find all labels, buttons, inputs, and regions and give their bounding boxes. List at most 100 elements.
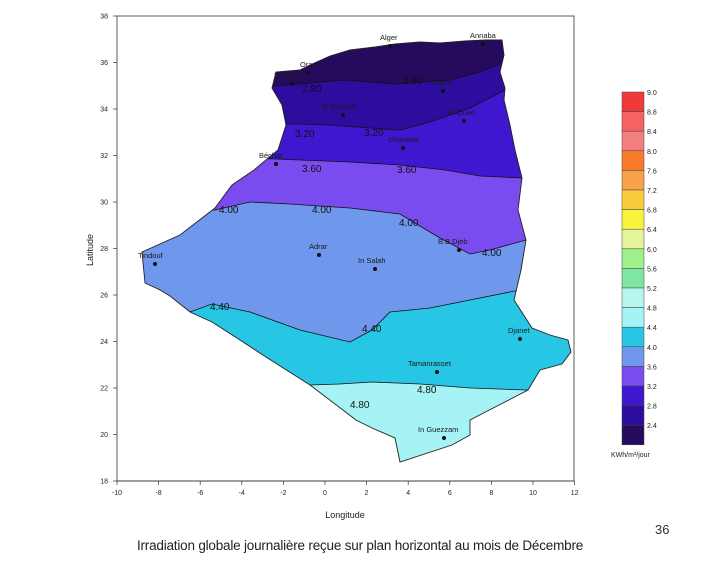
x-tick-label: 0 [323,490,327,497]
y-tick-label: 22 [100,386,108,393]
city-label-tamanrasset: Tamanrasset [408,359,452,368]
city-dot [317,253,321,257]
y-tick-label: 20 [100,432,108,439]
legend-swatch [621,366,645,387]
city-dot [435,370,439,374]
x-tick-label: -8 [155,490,161,497]
city-dot [274,162,278,166]
city-dot [457,248,461,252]
iso-label: 2.80 [403,76,423,87]
city-label-el-bayadh: El Bayadh [322,102,356,111]
legend-label: 6.8 [647,208,657,215]
iso-label: 4.80 [417,385,437,396]
figure-caption: Irradiation globale journalière reçue su… [136,538,584,553]
isoline-labels: 2.80 2.80 3.20 3.20 3.60 3.60 4.00 4.00 … [210,76,502,411]
legend-swatch [621,150,645,171]
legend-swatch [621,248,645,269]
iso-label: 4.00 [399,218,419,229]
x-tick-label: 12 [571,490,579,497]
city-markers: Alger Annaba Oran Tlemcen El Bayadh Ghar… [138,31,531,440]
color-legend: 9.0 8.8 8.4 8.0 7.6 7.2 6.8 6.4 6.0 5.6 5.2 4.8 4.4 4… [611,90,657,459]
legend-label: 6.0 [647,247,657,254]
city-label-annaba: Annaba [470,31,497,40]
x-tick-label: 8 [489,490,493,497]
city-label-biskra: Biskra [431,78,453,87]
iso-label: 3.60 [397,165,417,176]
x-tick-label: -6 [197,490,203,497]
legend-swatch [621,405,645,426]
city-dot [401,146,405,150]
city-dot [388,44,392,48]
y-axis: 38 36 34 32 30 28 26 24 22 20 18 Latitude [85,14,117,486]
legend-label: 3.2 [647,384,657,391]
iso-label: 3.20 [295,129,315,140]
legend-label: 8.0 [647,149,657,156]
y-tick-label: 28 [100,246,108,253]
x-tick-label: -4 [239,490,245,497]
city-label-tindouf: Tindouf [138,251,164,260]
x-tick-label: 6 [448,490,452,497]
legend-label: 8.4 [647,129,657,136]
slide-number: 36 [655,522,670,537]
legend-swatch [621,130,645,152]
x-tick-label: 4 [406,490,410,497]
city-dot [153,262,157,266]
y-axis-label: Latitude [85,234,95,266]
legend-label: 3.6 [647,364,657,371]
x-axis: -10 -8 -6 -4 -2 0 2 4 6 8 10 12 Longitude [112,480,579,520]
iso-label: 4.00 [219,205,239,216]
legend-label: 9.0 [647,90,657,97]
legend-swatch [621,268,645,289]
y-tick-label: 18 [100,479,108,486]
y-tick-label: 38 [100,14,108,21]
iso-label: 4.00 [482,248,502,259]
city-label-adrar: Adrar [309,242,328,251]
iso-label: 4.40 [210,302,230,313]
legend-swatch [621,209,645,230]
city-label-djanet: Djanet [508,326,531,335]
legend-swatch [621,287,645,308]
iso-label: 4.00 [312,205,332,216]
legend-swatch [621,346,645,367]
x-tick-label: -10 [112,490,122,497]
iso-label: 3.60 [302,164,322,175]
legend-label: 4.4 [647,325,657,332]
legend-label: 8.8 [647,110,657,117]
legend-label: 7.6 [647,168,657,175]
city-label-bb-djeb: B.B.Djeb [438,237,468,246]
legend-label: 6.4 [647,227,657,234]
y-tick-label: 26 [100,293,108,300]
city-label-alger: Alger [380,33,398,42]
legend-swatch [621,111,645,132]
city-dot [441,89,445,93]
x-axis-label: Longitude [325,510,365,520]
city-label-bechar: Béchar [259,151,283,160]
legend-swatch [621,385,645,406]
legend-swatch [621,326,645,348]
legend-swatch [621,170,645,191]
legend-swatch [621,424,645,446]
y-tick-label: 30 [100,200,108,207]
city-label-in-salah: In Salah [358,256,386,265]
legend-label: 7.2 [647,188,657,195]
iso-label: 4.80 [350,400,370,411]
city-dot [442,436,446,440]
city-label-ghardaia: Ghardaia [388,135,420,144]
city-label-oran: Oran [300,60,317,69]
legend-label: 2.8 [647,404,657,411]
legend-swatch [621,228,645,250]
city-label-el-oued: El Oued [448,108,475,117]
legend-label: 4.8 [647,306,657,313]
city-dot [518,337,522,341]
city-dot [306,71,310,75]
x-tick-label: 2 [365,490,369,497]
legend-label: 4.0 [647,345,657,352]
city-dot [290,82,294,86]
legend-swatch [621,91,645,112]
legend-unit: KWh/m²/jour [611,452,651,459]
iso-label: 3.20 [364,128,384,139]
legend-label: 5.2 [647,286,657,293]
x-tick-label: -2 [280,490,286,497]
city-dot [373,267,377,271]
